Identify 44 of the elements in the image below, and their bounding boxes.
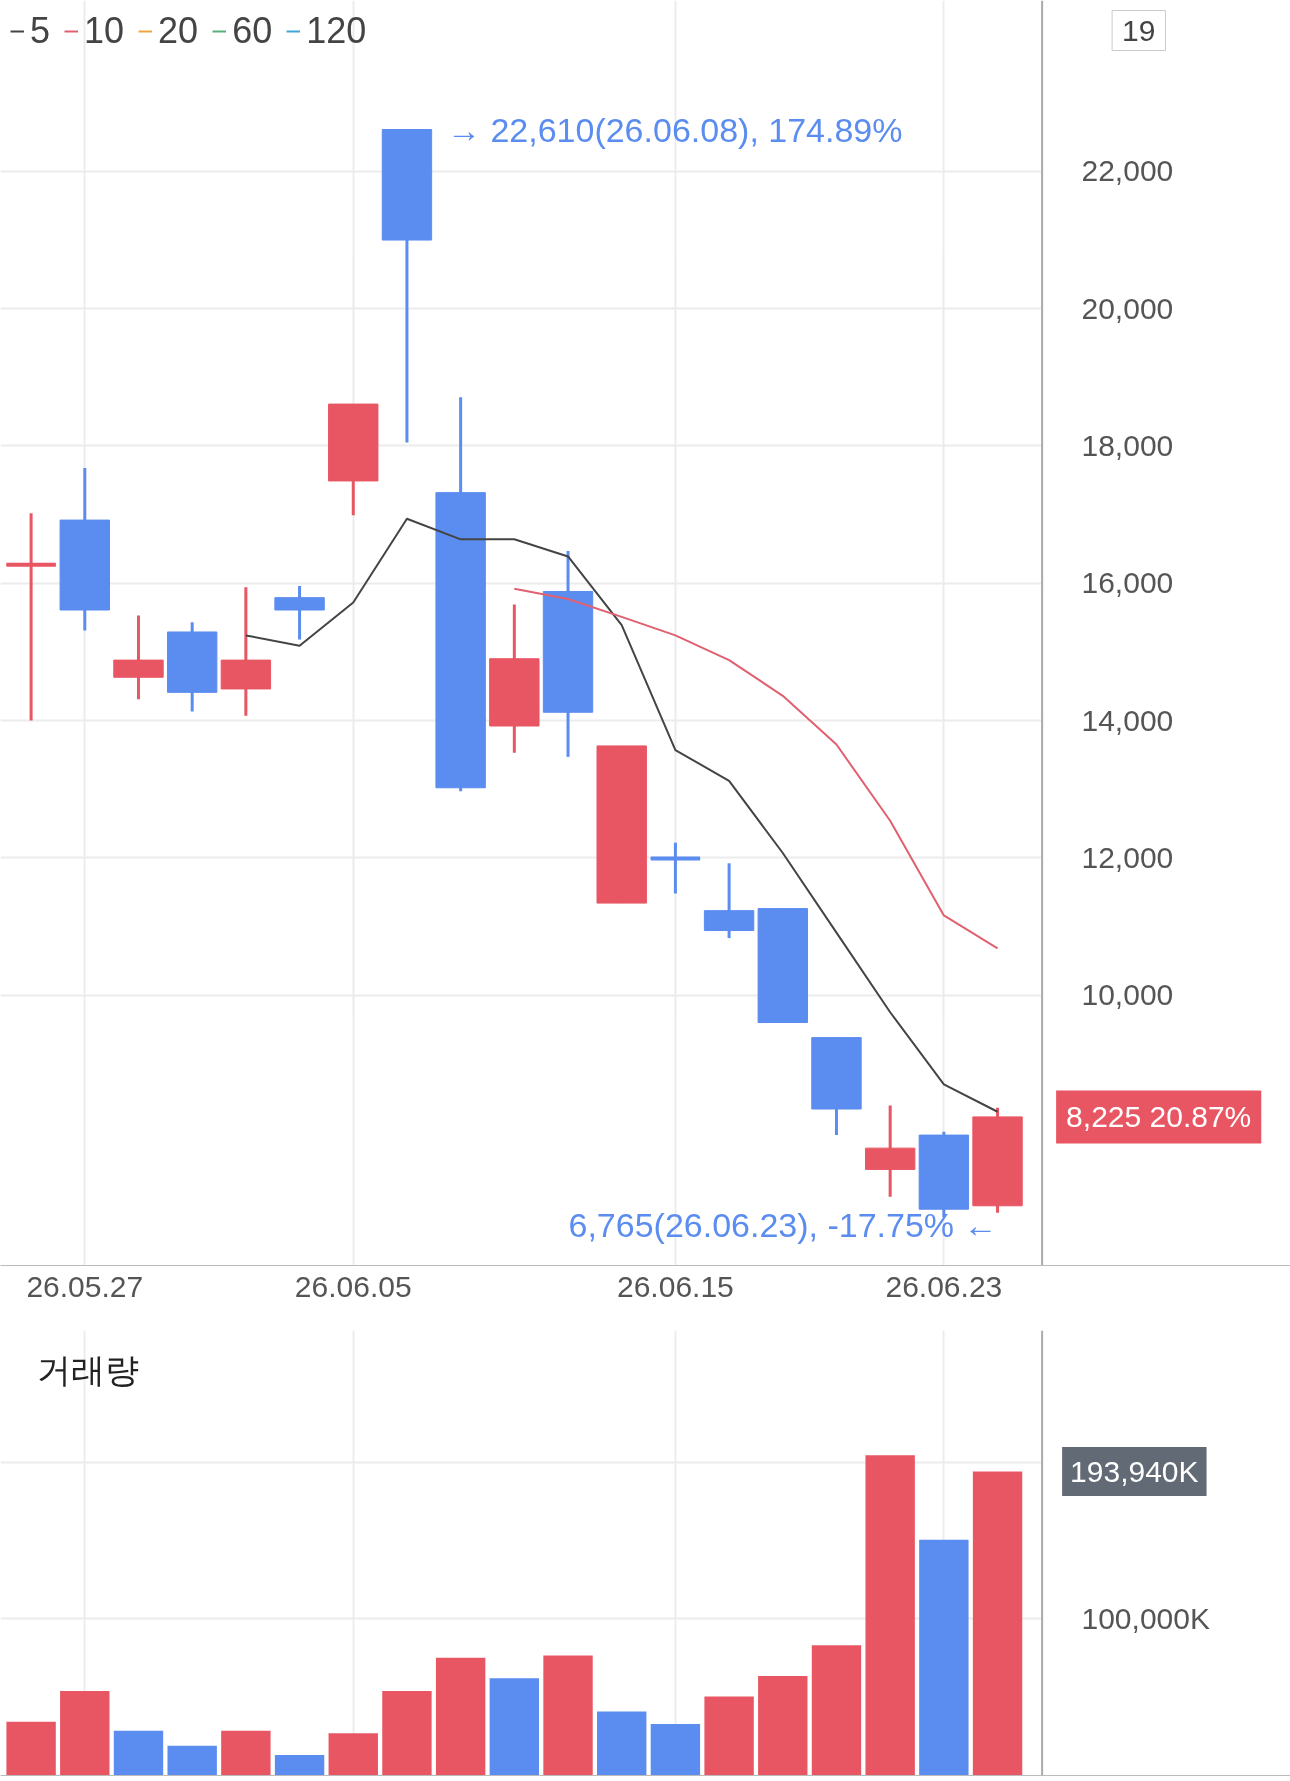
bar: [543, 1655, 593, 1776]
x-tick-label: 26.06.05: [294, 1269, 412, 1303]
text: 거래량: [36, 1350, 139, 1389]
y-tick-label: 16,000: [1081, 566, 1174, 600]
legend-label: 60: [232, 10, 273, 52]
text: 193,940K: [1070, 1455, 1199, 1489]
y-tick-label: 100,000K: [1081, 1602, 1210, 1636]
bar: [650, 1724, 701, 1776]
bar: [167, 1745, 217, 1776]
bar: [489, 1678, 540, 1776]
y-tick-label: 22,000: [1081, 154, 1174, 188]
line-series: [513, 587, 999, 950]
x-tick-label: 26.06.23: [885, 1269, 1003, 1303]
line-series: [244, 517, 999, 1113]
y-tick-label: 10,000: [1081, 978, 1174, 1012]
x-tick-label: 26.06.15: [617, 1269, 734, 1303]
legend-label: 120: [306, 10, 367, 52]
annotation: 6,765(26.06.23), -17.75% ←: [568, 1206, 998, 1245]
bar: [919, 1539, 969, 1776]
bar: [382, 1690, 432, 1776]
bar: [113, 1730, 164, 1776]
y-tick-label: 18,000: [1081, 428, 1174, 462]
bar: [6, 1721, 56, 1776]
bar: [704, 1696, 754, 1776]
text: 8,225 20.87%: [1066, 1100, 1252, 1134]
bar: [435, 1657, 486, 1776]
legend-label: 20: [158, 10, 199, 52]
bar: [221, 1730, 271, 1776]
bar: [758, 1676, 808, 1776]
bar: [865, 1455, 915, 1776]
bar: [274, 1754, 325, 1776]
legend-label: 10: [84, 10, 125, 52]
bar: [811, 1645, 862, 1776]
annotation: → 22,610(26.06.08), 174.89%: [446, 110, 903, 149]
legend-label: 5: [30, 10, 51, 52]
x-tick-label: 26.05.27: [26, 1269, 144, 1303]
y-tick-label: 14,000: [1081, 703, 1174, 737]
bar: [597, 1711, 647, 1776]
bar: [60, 1690, 110, 1776]
bar: [972, 1471, 1023, 1776]
y-tick-label: 20,000: [1081, 291, 1174, 325]
text: 19: [1122, 13, 1156, 47]
bar: [328, 1733, 378, 1776]
y-tick-label: 12,000: [1081, 840, 1174, 874]
